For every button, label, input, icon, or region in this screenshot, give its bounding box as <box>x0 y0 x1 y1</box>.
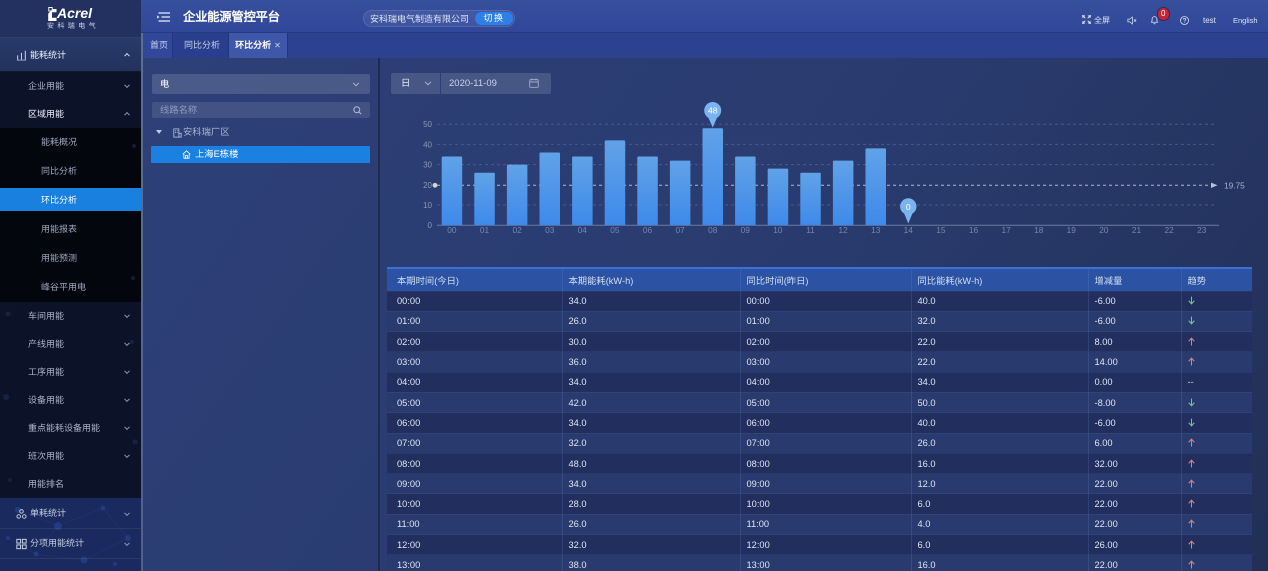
svg-text:0: 0 <box>428 221 433 230</box>
svg-text:06: 06 <box>643 225 653 235</box>
svg-text:00: 00 <box>447 225 457 235</box>
svg-text:01: 01 <box>480 225 490 235</box>
svg-text:30: 30 <box>423 161 432 170</box>
svg-text:19: 19 <box>1067 225 1077 235</box>
svg-text:12: 12 <box>838 225 848 235</box>
svg-text:0: 0 <box>906 202 911 212</box>
svg-text:17: 17 <box>1001 225 1011 235</box>
svg-text:50: 50 <box>423 120 432 129</box>
svg-text:40: 40 <box>423 140 432 149</box>
svg-text:19.75: 19.75 <box>1224 180 1245 190</box>
svg-text:16: 16 <box>969 225 979 235</box>
svg-text:48: 48 <box>708 106 718 116</box>
svg-text:18: 18 <box>1034 225 1044 235</box>
svg-text:10: 10 <box>773 225 783 235</box>
svg-text:09: 09 <box>741 225 751 235</box>
svg-text:22: 22 <box>1164 225 1174 235</box>
svg-text:20: 20 <box>1099 225 1109 235</box>
svg-text:10: 10 <box>423 201 432 210</box>
svg-text:23: 23 <box>1197 225 1207 235</box>
svg-text:02: 02 <box>512 225 522 235</box>
svg-text:20: 20 <box>423 181 432 190</box>
svg-text:05: 05 <box>610 225 620 235</box>
svg-text:11: 11 <box>806 225 815 235</box>
svg-text:21: 21 <box>1132 225 1142 235</box>
svg-text:14: 14 <box>904 225 914 235</box>
svg-text:08: 08 <box>708 225 718 235</box>
svg-text:13: 13 <box>871 225 881 235</box>
svg-text:03: 03 <box>545 225 555 235</box>
svg-text:15: 15 <box>936 225 946 235</box>
svg-text:07: 07 <box>675 225 685 235</box>
svg-text:04: 04 <box>578 225 588 235</box>
